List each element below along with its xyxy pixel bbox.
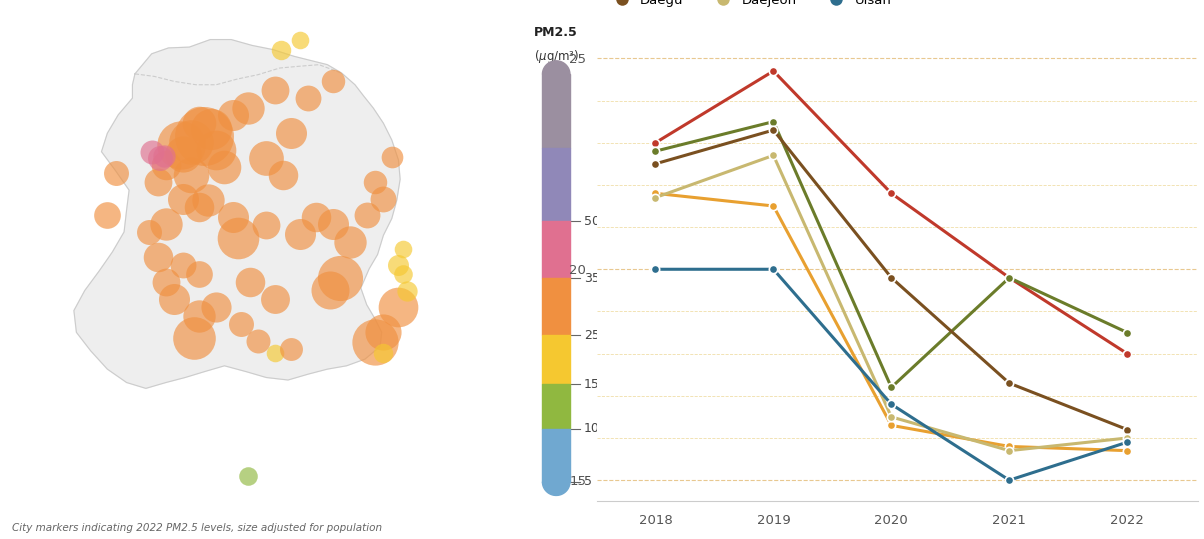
Point: [290, 35, 309, 44]
Point: [299, 94, 318, 102]
Point: [182, 171, 201, 179]
Bar: [542, 384, 569, 429]
Point: [373, 328, 393, 337]
Point: [157, 219, 176, 228]
Point: [358, 211, 377, 219]
Point: [142, 147, 161, 156]
Point: [248, 336, 267, 345]
Polygon shape: [542, 61, 569, 74]
Point: [148, 177, 167, 186]
Point: [148, 253, 167, 261]
Point: [307, 212, 326, 221]
Point: [173, 261, 193, 270]
Point: [265, 349, 284, 357]
Point: [201, 125, 220, 133]
Text: 5: 5: [584, 475, 591, 488]
Point: [389, 261, 408, 270]
Point: [282, 129, 301, 137]
Legend: Daegu, Daejeon, Ulsan: Daegu, Daejeon, Ulsan: [603, 0, 897, 12]
Point: [272, 45, 291, 54]
Point: [290, 229, 309, 238]
Point: [190, 119, 209, 128]
Point: [256, 154, 276, 163]
Point: [190, 312, 209, 320]
Point: [365, 177, 384, 186]
Point: [373, 194, 393, 203]
Polygon shape: [73, 39, 400, 389]
Point: [150, 154, 170, 163]
Point: [393, 244, 412, 253]
Point: [341, 238, 360, 246]
Point: [106, 169, 125, 178]
Point: [240, 278, 259, 286]
Point: [231, 320, 250, 328]
Text: 10: 10: [584, 423, 600, 436]
Point: [140, 227, 159, 236]
Text: ($\mu$g/m³): ($\mu$g/m³): [533, 48, 579, 65]
Point: [154, 151, 173, 160]
Text: City markers indicating 2022 PM2.5 levels, size adjusted for population: City markers indicating 2022 PM2.5 level…: [12, 523, 382, 533]
Point: [265, 294, 284, 303]
Point: [184, 334, 203, 342]
Point: [173, 194, 193, 203]
Text: 35: 35: [584, 272, 600, 285]
Point: [206, 146, 225, 154]
Point: [182, 137, 201, 146]
Point: [194, 132, 213, 140]
Point: [282, 345, 301, 354]
Polygon shape: [542, 482, 569, 495]
Point: [173, 150, 193, 158]
Point: [190, 203, 209, 211]
Point: [229, 233, 248, 242]
Text: 50: 50: [584, 215, 600, 227]
Point: [223, 212, 242, 221]
Text: 25: 25: [584, 329, 600, 342]
Point: [190, 270, 209, 278]
Point: [320, 285, 340, 294]
Point: [382, 153, 401, 161]
Point: [238, 104, 258, 113]
Text: PM2.5: PM2.5: [535, 25, 578, 39]
Text: 15: 15: [584, 378, 600, 391]
Point: [273, 171, 293, 179]
Point: [157, 278, 176, 286]
Point: [223, 110, 242, 119]
Point: [157, 161, 176, 169]
Point: [256, 221, 276, 230]
Point: [214, 162, 234, 171]
Point: [165, 294, 184, 303]
Point: [265, 86, 284, 94]
Point: [324, 77, 343, 86]
Point: [393, 270, 412, 278]
Point: [206, 303, 225, 312]
Point: [389, 303, 408, 312]
Point: [199, 196, 218, 204]
Point: [397, 286, 417, 295]
Point: [365, 338, 384, 347]
Point: [324, 219, 343, 228]
Point: [171, 141, 190, 149]
Point: [373, 349, 393, 357]
Point: [238, 472, 258, 480]
Point: [98, 211, 117, 219]
Point: [330, 274, 349, 282]
